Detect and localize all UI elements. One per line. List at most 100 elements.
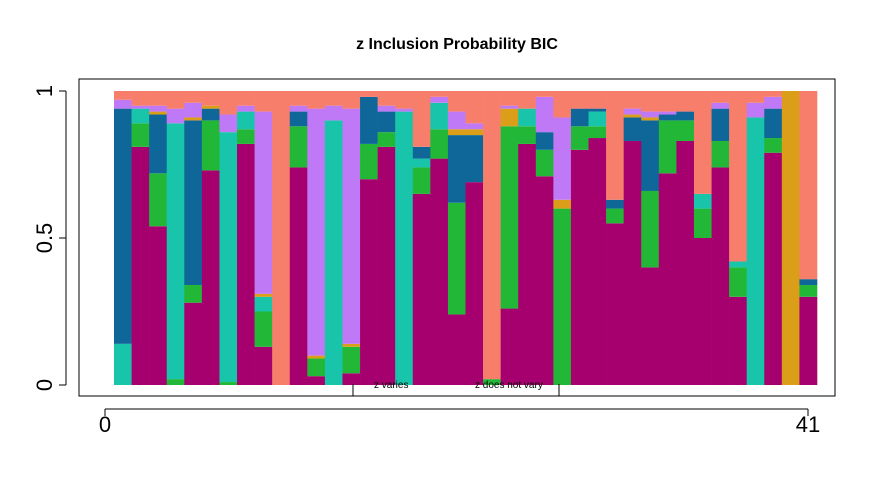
bar-segment-5-4 — [201, 105, 220, 109]
bar-segment-0-2 — [114, 343, 132, 385]
bar-segment-14-3 — [360, 96, 378, 144]
bar-segment-4-0 — [184, 302, 203, 385]
bar-segment-10-5 — [289, 105, 308, 112]
bar-segment-13-1 — [342, 346, 361, 374]
bar-segment-16-6 — [395, 91, 414, 109]
bar-segment-37-0 — [764, 152, 783, 385]
bar-segment-2-4 — [149, 111, 168, 115]
bar-segment-28-0 — [606, 223, 624, 385]
bar-segment-25-6 — [553, 91, 572, 118]
bar-segment-27-3 — [588, 108, 607, 112]
bar-segment-38-4 — [781, 91, 800, 385]
bar-segment-32-3 — [676, 111, 695, 121]
y-tick-label-2: 1 — [32, 85, 57, 97]
bar-segment-30-6 — [641, 91, 660, 112]
bar-segment-3-1 — [166, 379, 185, 385]
bar-segment-8-0 — [254, 346, 273, 385]
bar-segment-24-6 — [535, 91, 554, 97]
bar-segment-11-6 — [307, 91, 326, 109]
bar-segment-21-1 — [483, 379, 501, 385]
bar-segment-30-3 — [641, 120, 660, 191]
bar-segment-24-3 — [535, 132, 554, 150]
bar-segment-4-3 — [184, 120, 203, 286]
bar-segment-14-6 — [360, 91, 378, 97]
bar-segment-8-4 — [254, 293, 273, 297]
bar-segment-25-5 — [553, 117, 572, 200]
bar-segment-17-3 — [412, 146, 431, 159]
bar-segment-5-0 — [201, 170, 220, 385]
bar-segment-1-5 — [131, 105, 150, 109]
y-tick-label-0: 0 — [32, 379, 57, 391]
bar-segment-23-6 — [518, 91, 537, 109]
bar-segment-22-1 — [500, 126, 519, 309]
x-tick-label-0: 0 — [99, 412, 111, 437]
bar-segment-3-6 — [166, 91, 185, 109]
bar-segment-30-4 — [641, 117, 660, 121]
bar-segment-22-0 — [500, 308, 519, 385]
bar-segment-11-5 — [307, 108, 326, 356]
bar-segment-6-5 — [219, 114, 238, 133]
bar-segment-30-0 — [641, 267, 660, 385]
bar-segment-22-5 — [500, 105, 519, 109]
bar-segment-4-6 — [184, 91, 203, 103]
bar-segment-31-6 — [658, 91, 677, 112]
plot-frame — [78, 78, 836, 397]
bar-segment-18-1 — [430, 129, 449, 159]
bar-segment-39-3 — [799, 279, 818, 286]
bar-segment-19-1 — [447, 202, 466, 315]
bar-segment-34-5 — [711, 102, 730, 109]
bar-segment-8-2 — [254, 296, 273, 312]
bar-segment-11-4 — [307, 355, 326, 359]
bar-segment-14-1 — [360, 143, 378, 180]
y-tick-label-1: 0.5 — [32, 223, 57, 254]
bar-segment-28-6 — [606, 91, 624, 200]
bar-segment-27-6 — [588, 91, 607, 109]
bar-segment-0-3 — [114, 108, 132, 344]
bar-segment-29-4 — [623, 114, 642, 118]
bar-segment-15-3 — [377, 111, 396, 133]
bar-segment-39-6 — [799, 91, 818, 280]
bar-segment-34-6 — [711, 91, 730, 103]
bar-segment-18-0 — [430, 158, 449, 385]
bar-segment-24-0 — [535, 176, 554, 385]
bar-segment-2-6 — [149, 91, 168, 106]
bar-segment-24-5 — [535, 96, 554, 133]
bar-segment-29-5 — [623, 108, 642, 115]
bar-segment-6-1 — [219, 382, 238, 385]
bar-segment-10-3 — [289, 111, 308, 127]
bar-segment-1-6 — [131, 91, 150, 106]
bar-segment-33-6 — [693, 91, 712, 194]
bar-segment-28-1 — [606, 208, 624, 224]
bar-segment-18-5 — [430, 96, 449, 103]
bar-segment-19-3 — [447, 135, 466, 203]
bar-segment-17-6 — [412, 91, 431, 147]
bar-segment-2-0 — [149, 226, 168, 385]
bar-segment-20-0 — [465, 182, 484, 385]
bar-segment-4-5 — [184, 102, 203, 118]
bar-segment-35-6 — [729, 91, 748, 262]
bar-segment-32-0 — [676, 140, 695, 385]
bar-segment-13-0 — [342, 373, 361, 385]
bar-segment-18-2 — [430, 102, 449, 130]
bar-segment-31-1 — [658, 120, 677, 174]
bar-segment-15-6 — [377, 91, 396, 106]
legend-entry-z-does-not-vary: z does not vary — [475, 380, 543, 391]
bar-segment-7-1 — [237, 129, 255, 144]
bar-segment-27-0 — [588, 138, 607, 385]
bar-segment-31-5 — [658, 111, 677, 115]
bar-segment-16-2 — [395, 111, 414, 385]
bar-segment-19-4 — [447, 129, 466, 136]
bar-segment-31-0 — [658, 173, 677, 385]
bar-segment-13-4 — [342, 343, 361, 347]
bar-segment-5-1 — [201, 120, 220, 171]
bar-segment-25-4 — [553, 199, 572, 209]
bar-segment-26-0 — [570, 149, 589, 385]
bar-segment-19-0 — [447, 314, 466, 385]
bar-segment-33-0 — [693, 238, 712, 385]
bar-segment-8-6 — [254, 91, 273, 112]
bar-segment-37-3 — [764, 108, 783, 139]
bar-segment-6-6 — [219, 91, 238, 115]
bar-segment-20-6 — [465, 91, 484, 124]
bar-segment-30-5 — [641, 111, 660, 118]
